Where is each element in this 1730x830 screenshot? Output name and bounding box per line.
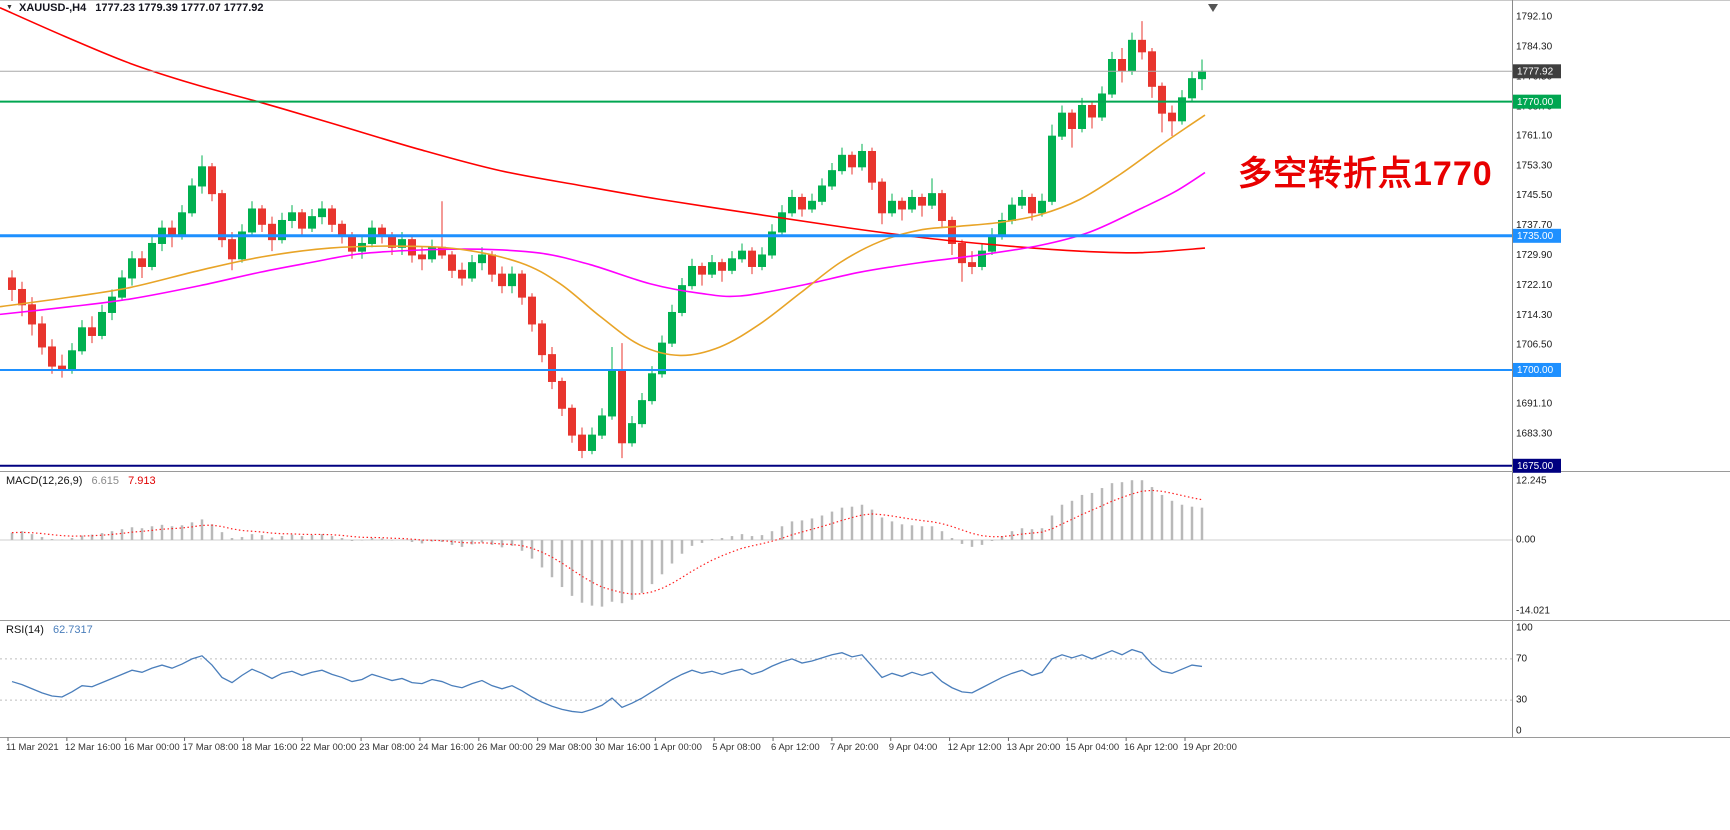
horizontal-lines[interactable]	[0, 70, 1512, 467]
ohlc-values: 1777.23 1779.39 1777.07 1777.92	[95, 2, 264, 14]
macd-name: MACD(12,26,9)	[6, 475, 83, 487]
svg-text:18 Mar 16:00: 18 Mar 16:00	[241, 742, 297, 753]
svg-text:0.00: 0.00	[1516, 535, 1536, 546]
symbol-dropdown-icon[interactable]: ▼	[6, 4, 13, 11]
hline-1675-tag	[1513, 458, 1561, 473]
rsi-name: RSI(14)	[6, 624, 44, 636]
svg-text:29 Mar 08:00: 29 Mar 08:00	[536, 742, 592, 753]
svg-text:12 Apr 12:00: 12 Apr 12:00	[948, 742, 1002, 753]
svg-text:23 Mar 08:00: 23 Mar 08:00	[359, 742, 415, 753]
svg-text:12 Mar 16:00: 12 Mar 16:00	[65, 742, 121, 753]
macd-pane	[0, 480, 1512, 607]
svg-text:1770.00: 1770.00	[1517, 97, 1554, 108]
annotation-text: 多空转折点1770	[1238, 155, 1493, 193]
svg-text:16 Apr 12:00: 16 Apr 12:00	[1124, 742, 1178, 753]
macd-signal-line	[11, 489, 1203, 595]
rsi-value: 62.7317	[52, 624, 93, 636]
macd-main-value: 6.615	[91, 475, 120, 487]
ma-fast-orange	[0, 114, 1206, 357]
svg-text:19 Apr 20:00: 19 Apr 20:00	[1183, 742, 1237, 753]
time-axis[interactable]: 11 Mar 2021 12 Mar 16:00 16 Mar 00:00 17 Ma…	[6, 737, 1237, 754]
hline-1735-tag	[1513, 228, 1561, 243]
svg-text:24 Mar 16:00: 24 Mar 16:00	[418, 742, 474, 753]
svg-text:1753.30: 1753.30	[1516, 160, 1553, 171]
chart-shift-marker[interactable]	[1208, 4, 1218, 12]
svg-text:13 Apr 20:00: 13 Apr 20:00	[1006, 742, 1060, 753]
svg-text:1745.50: 1745.50	[1516, 190, 1553, 201]
svg-text:30 Mar 16:00: 30 Mar 16:00	[595, 742, 651, 753]
moving-averages	[0, 7, 1206, 357]
indicator-axis[interactable]: 12.245 0.00 -14.021 100 70 30 0	[1516, 476, 1550, 737]
svg-text:1729.90: 1729.90	[1516, 250, 1553, 261]
svg-text:100: 100	[1516, 623, 1533, 634]
hline-1700-tag	[1513, 362, 1561, 377]
svg-text:30: 30	[1516, 695, 1528, 706]
svg-text:1700.00: 1700.00	[1517, 365, 1554, 376]
svg-text:1792.10: 1792.10	[1516, 12, 1553, 23]
ma-mid-magenta	[0, 171, 1206, 316]
svg-text:1784.30: 1784.30	[1516, 41, 1553, 52]
rsi-line	[11, 648, 1203, 714]
svg-text:11 Mar 2021: 11 Mar 2021	[6, 742, 59, 753]
svg-text:9 Apr 04:00: 9 Apr 04:00	[889, 742, 938, 753]
svg-text:1735.00: 1735.00	[1517, 231, 1554, 242]
candlestick-series	[8, 21, 1206, 459]
svg-text:70: 70	[1516, 654, 1528, 665]
svg-text:0: 0	[1516, 726, 1522, 737]
svg-text:1777.92: 1777.92	[1517, 66, 1554, 77]
svg-text:1675.00: 1675.00	[1517, 461, 1554, 472]
svg-text:26 Mar 00:00: 26 Mar 00:00	[477, 742, 533, 753]
svg-text:5 Apr 08:00: 5 Apr 08:00	[712, 742, 761, 753]
symbol-timeframe: XAUUSD-,H4	[19, 2, 87, 14]
svg-text:1714.30: 1714.30	[1516, 310, 1553, 321]
svg-text:7 Apr 20:00: 7 Apr 20:00	[830, 742, 879, 753]
svg-text:1691.10: 1691.10	[1516, 399, 1553, 410]
hline-1770-tag	[1513, 94, 1561, 109]
pane-borders	[0, 0, 1730, 738]
macd-signal-value: 7.913	[128, 475, 156, 487]
svg-text:12.245: 12.245	[1516, 476, 1547, 487]
current-price-line-tag	[1513, 64, 1561, 79]
svg-text:1722.10: 1722.10	[1516, 280, 1553, 291]
macd-indicator-label: MACD(12,26,9) 6.615 7.913	[6, 475, 156, 487]
svg-text:15 Apr 04:00: 15 Apr 04:00	[1065, 742, 1119, 753]
svg-text:22 Mar 00:00: 22 Mar 00:00	[300, 742, 356, 753]
svg-text:1737.70: 1737.70	[1516, 220, 1553, 231]
rsi-pane	[0, 648, 1512, 714]
svg-text:1683.30: 1683.30	[1516, 429, 1553, 440]
svg-text:17 Mar 08:00: 17 Mar 08:00	[183, 742, 239, 753]
svg-text:1761.10: 1761.10	[1516, 130, 1553, 141]
price-tags: 1777.92 1770.00 1735.00 1700.00 1675.00	[1513, 64, 1561, 473]
rsi-indicator-label: RSI(14) 62.7317	[6, 624, 93, 636]
ma-slow-red	[0, 7, 1206, 254]
svg-text:6 Apr 12:00: 6 Apr 12:00	[771, 742, 820, 753]
svg-text:1706.50: 1706.50	[1516, 340, 1553, 351]
chart-title: ▼ XAUUSD-,H4 1777.23 1779.39 1777.07 177…	[6, 2, 264, 14]
svg-text:-14.021: -14.021	[1516, 606, 1550, 617]
svg-text:16 Mar 00:00: 16 Mar 00:00	[124, 742, 180, 753]
svg-text:1 Apr 00:00: 1 Apr 00:00	[653, 742, 702, 753]
